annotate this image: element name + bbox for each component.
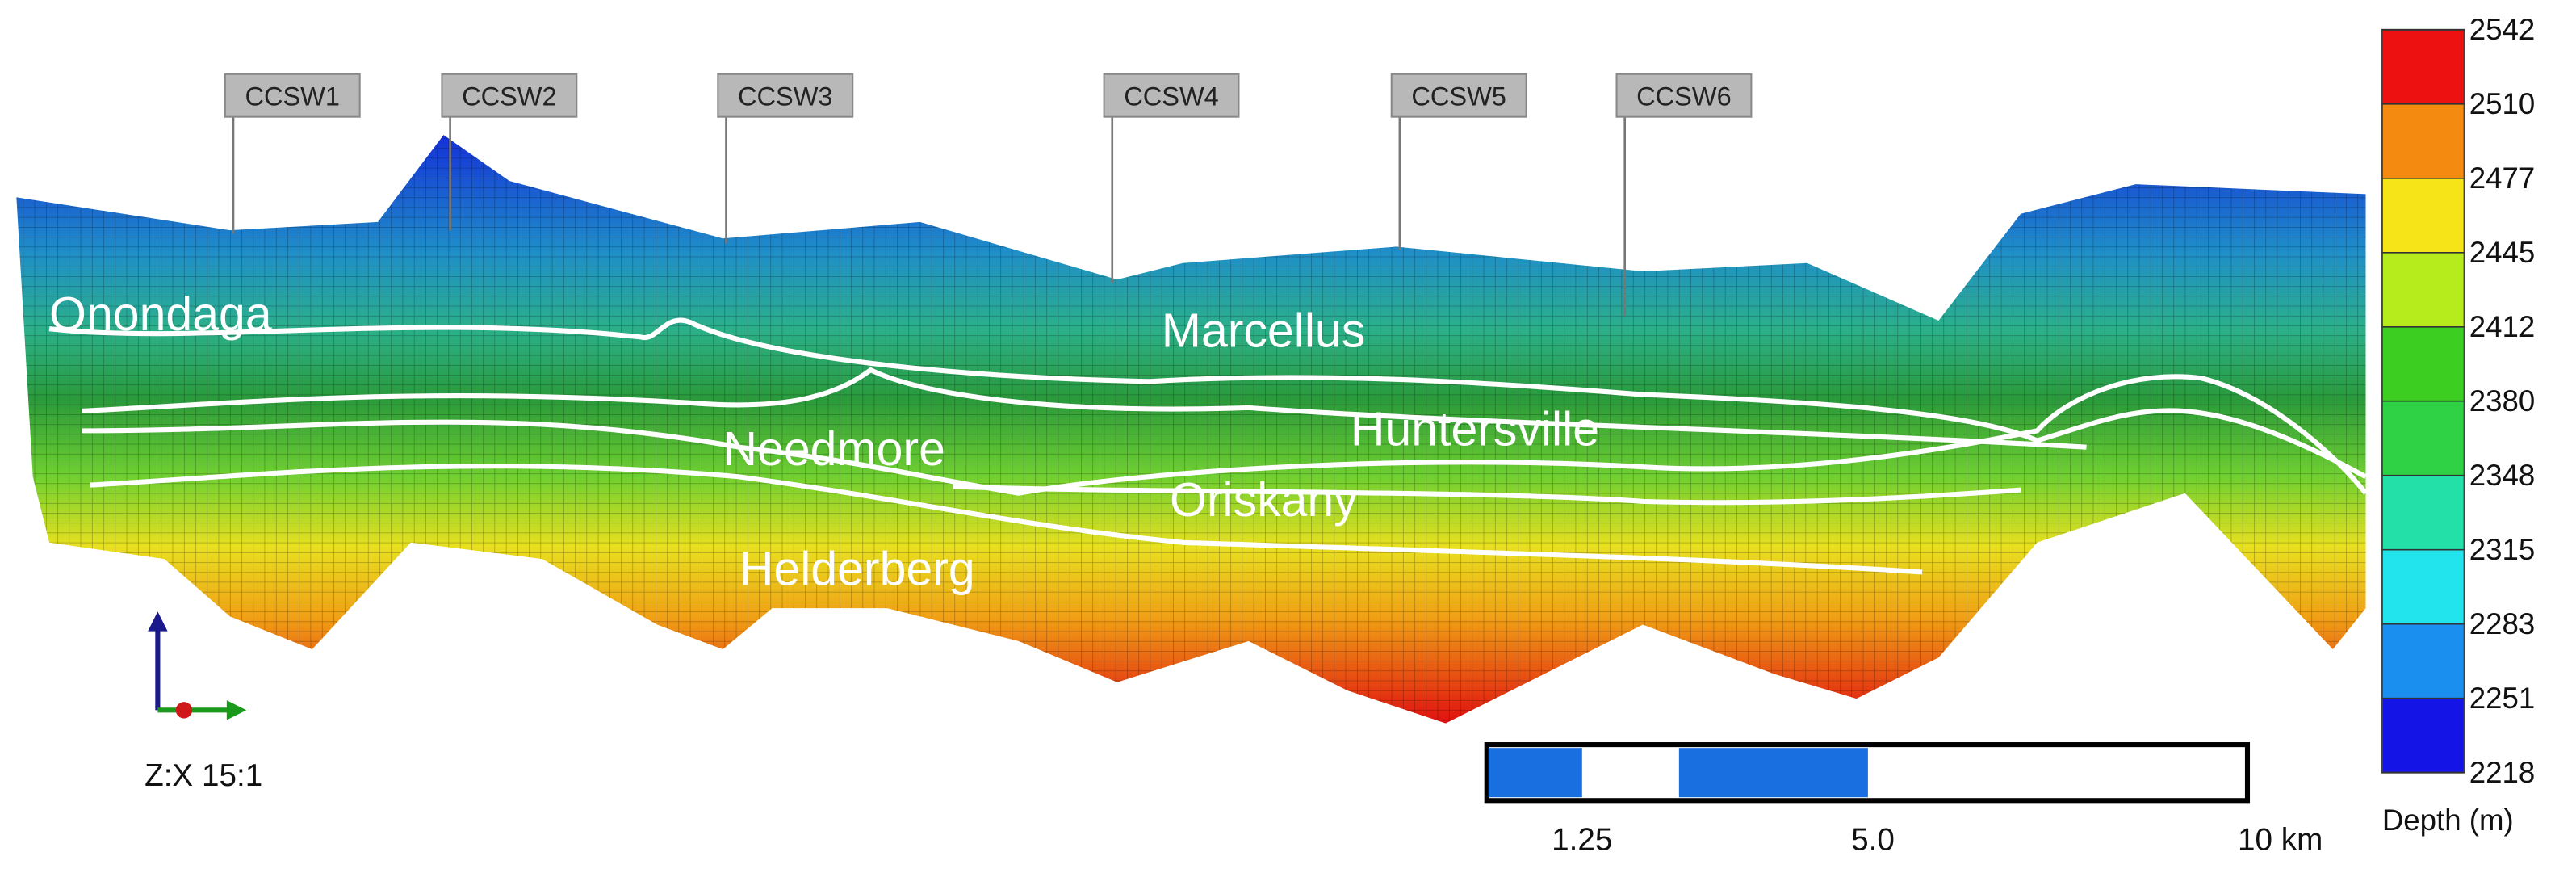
well-label: CCSW6 (1636, 82, 1732, 111)
well-tag (1103, 73, 1240, 118)
well-tag (441, 73, 578, 118)
well-label: CCSW3 (738, 82, 833, 111)
formation-label: Oriskany (1170, 473, 1358, 527)
well-tag (1390, 73, 1527, 118)
y-axis (175, 702, 193, 719)
formation-label: Huntersville (1351, 403, 1599, 456)
colorbar-band (2381, 401, 2465, 476)
scale-label: 5.0 (1851, 822, 1895, 857)
scale-label: 10 km (2238, 822, 2323, 857)
well-tag (1615, 73, 1753, 118)
colorbar-band (2381, 326, 2465, 401)
model-mesh (16, 135, 2366, 724)
colorbar: Depth (m) 2542 2510 2477 2445 2412 2380 2348 23… (2381, 13, 2535, 837)
scale-bar: 1.25 5.0 10 km (1484, 742, 2323, 857)
horizon-line (90, 464, 1923, 575)
colorbar-band (2381, 103, 2465, 178)
colorbar-band (2381, 623, 2465, 699)
wells: CCSW1 CCSW2 CCSW3 CCSW4 CCSW5 CCSW6 (224, 73, 1753, 316)
colorbar-band (2381, 698, 2465, 773)
colorbar-tick-label: 2412 (2469, 310, 2535, 343)
axis-indicator: Z:X 15:1 (145, 611, 262, 793)
formation-label: Marcellus (1162, 304, 1365, 358)
colorbar-tick-label: 2251 (2469, 682, 2535, 715)
colorbar-band (2381, 29, 2465, 104)
colorbar-tick-label: 2510 (2469, 87, 2535, 120)
well-tag (224, 73, 361, 118)
horizon-line (82, 374, 2368, 496)
well-label: CCSW1 (245, 82, 340, 111)
colorbar-tick-label: 2477 (2469, 162, 2535, 195)
scale-label: 1.25 (1552, 822, 1612, 857)
colorbar-tick-label: 2283 (2469, 607, 2535, 640)
horizon-line (953, 484, 2021, 506)
formation-labels: Onondaga Marcellus Needmore Huntersville Ori… (49, 288, 1599, 595)
colorbar-tick-label: 2315 (2469, 533, 2535, 566)
colorbar-tick-label: 2218 (2469, 756, 2535, 789)
well-label: CCSW5 (1411, 82, 1506, 111)
colorbar-band (2381, 252, 2465, 327)
colorbar-band (2381, 475, 2465, 550)
colorbar-title: Depth (m) (2382, 804, 2514, 837)
model (16, 135, 2368, 724)
scale-segment (1488, 748, 1582, 798)
colorbar-tick-label: 2380 (2469, 384, 2535, 418)
horizons (48, 317, 2368, 575)
formation-label: Needmore (723, 422, 945, 476)
colorbar-tick-label: 2445 (2469, 236, 2535, 269)
colorbar-band (2381, 549, 2465, 624)
scale-segment (1678, 748, 1868, 798)
horizon-line (48, 317, 2367, 480)
horizon-line (82, 367, 2087, 450)
colorbar-tick-label: 2542 (2469, 13, 2535, 46)
well-tag (717, 73, 854, 118)
colorbar-band (2381, 178, 2465, 253)
formation-label: Onondaga (49, 288, 272, 341)
well-label: CCSW2 (462, 82, 557, 111)
x-arrow (226, 700, 247, 720)
formation-label: Helderberg (739, 543, 975, 596)
colorbar-tick-label: 2348 (2469, 459, 2535, 492)
well-label: CCSW4 (1124, 82, 1219, 111)
axis-ratio: Z:X 15:1 (145, 758, 262, 793)
z-arrow (148, 611, 168, 632)
